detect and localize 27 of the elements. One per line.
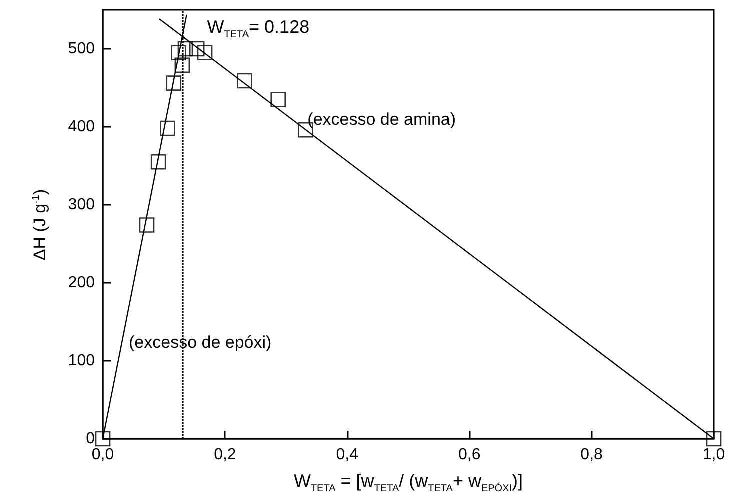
x-tick-label: 0,4 bbox=[336, 446, 359, 464]
x-tick-label: 0,0 bbox=[92, 446, 114, 464]
point bbox=[150, 154, 166, 170]
x-tick-label: 0,6 bbox=[458, 446, 481, 464]
point bbox=[139, 218, 155, 233]
point bbox=[174, 58, 190, 74]
y-tick-label: 400 bbox=[68, 118, 96, 136]
y-tick-label: 200 bbox=[68, 274, 96, 292]
point bbox=[166, 76, 182, 91]
annotation: (excesso de epóxi) bbox=[129, 333, 272, 352]
x-tick-label: 0,2 bbox=[214, 446, 236, 464]
text: W$_{TETA}$ = [w$_{TETA}$/ (w$_{TETA}$+ w$_{EPÓXI}$)] bbox=[294, 471, 524, 495]
point bbox=[160, 120, 176, 136]
point bbox=[189, 41, 205, 57]
x-tick-label: 0,8 bbox=[580, 446, 604, 464]
point bbox=[197, 45, 213, 61]
point bbox=[171, 45, 186, 61]
y-tick-label: 0 bbox=[86, 430, 96, 448]
point bbox=[178, 41, 194, 57]
ref-line-label: W$_{TETA}$= 0.128 bbox=[207, 17, 310, 41]
y-tick-label: 300 bbox=[68, 196, 96, 214]
point bbox=[237, 73, 252, 89]
point bbox=[270, 92, 286, 108]
y-tick-label: 100 bbox=[68, 352, 96, 370]
y-tick-label: 500 bbox=[68, 40, 96, 58]
x-tick-label: 1,0 bbox=[702, 446, 726, 464]
annotation: (excesso de amina) bbox=[308, 110, 456, 129]
